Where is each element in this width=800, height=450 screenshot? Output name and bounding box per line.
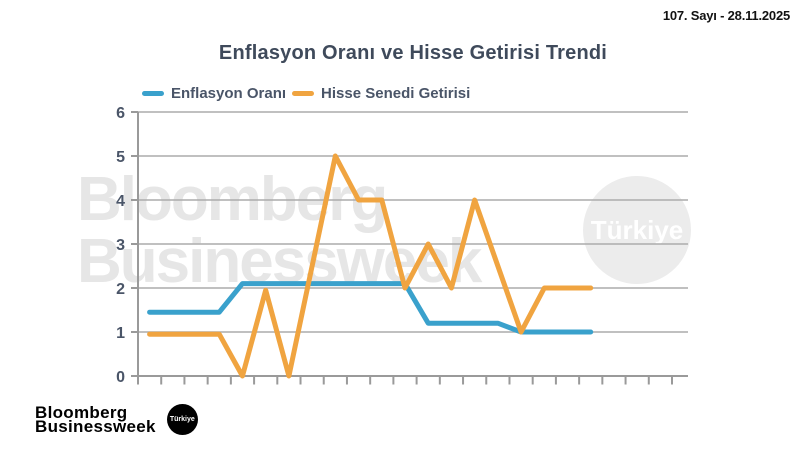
- svg-text:6: 6: [116, 105, 125, 122]
- chart-axes: 0 1 2 3 4 5 6: [116, 105, 688, 386]
- footer-logo-line2: Businessweek: [35, 416, 156, 436]
- legend-label-inflation: Enflasyon Oranı: [171, 85, 287, 102]
- watermark-badge-label: Türkiye: [591, 215, 684, 245]
- svg-text:4: 4: [116, 193, 125, 210]
- legend-item-inflation: Enflasyon Oranı: [142, 85, 286, 102]
- inflation-line-swatch: [142, 91, 164, 96]
- footer-logo: Bloomberg Businessweek Türkiye: [35, 404, 198, 435]
- legend-label-stock-return: Hisse Senedi Getirisi: [321, 85, 471, 102]
- watermark-badge-circle: [583, 176, 691, 284]
- svg-text:0: 0: [116, 369, 125, 386]
- legend-item-stock-return: Hisse Senedi Getirisi: [292, 85, 470, 102]
- chart-series: [147, 153, 594, 379]
- svg-text:3: 3: [116, 237, 125, 254]
- svg-text:1: 1: [116, 325, 125, 342]
- footer-logo-badge: Türkiye: [166, 404, 198, 435]
- svg-text:5: 5: [116, 149, 125, 166]
- stock-return-line-swatch: [292, 91, 315, 96]
- svg-text:2: 2: [116, 281, 125, 298]
- chart-legend: Enflasyon Oranı Hisse Senedi Getirisi: [142, 85, 470, 102]
- footer-logo-text: Bloomberg Businessweek: [35, 402, 156, 436]
- footer-logo-line1: Bloomberg: [35, 402, 128, 422]
- chart-title: Enflasyon Oranı ve Hisse Getirisi Trendi: [218, 42, 608, 64]
- issue-label: 107. Sayı - 28.11.2025: [662, 8, 790, 23]
